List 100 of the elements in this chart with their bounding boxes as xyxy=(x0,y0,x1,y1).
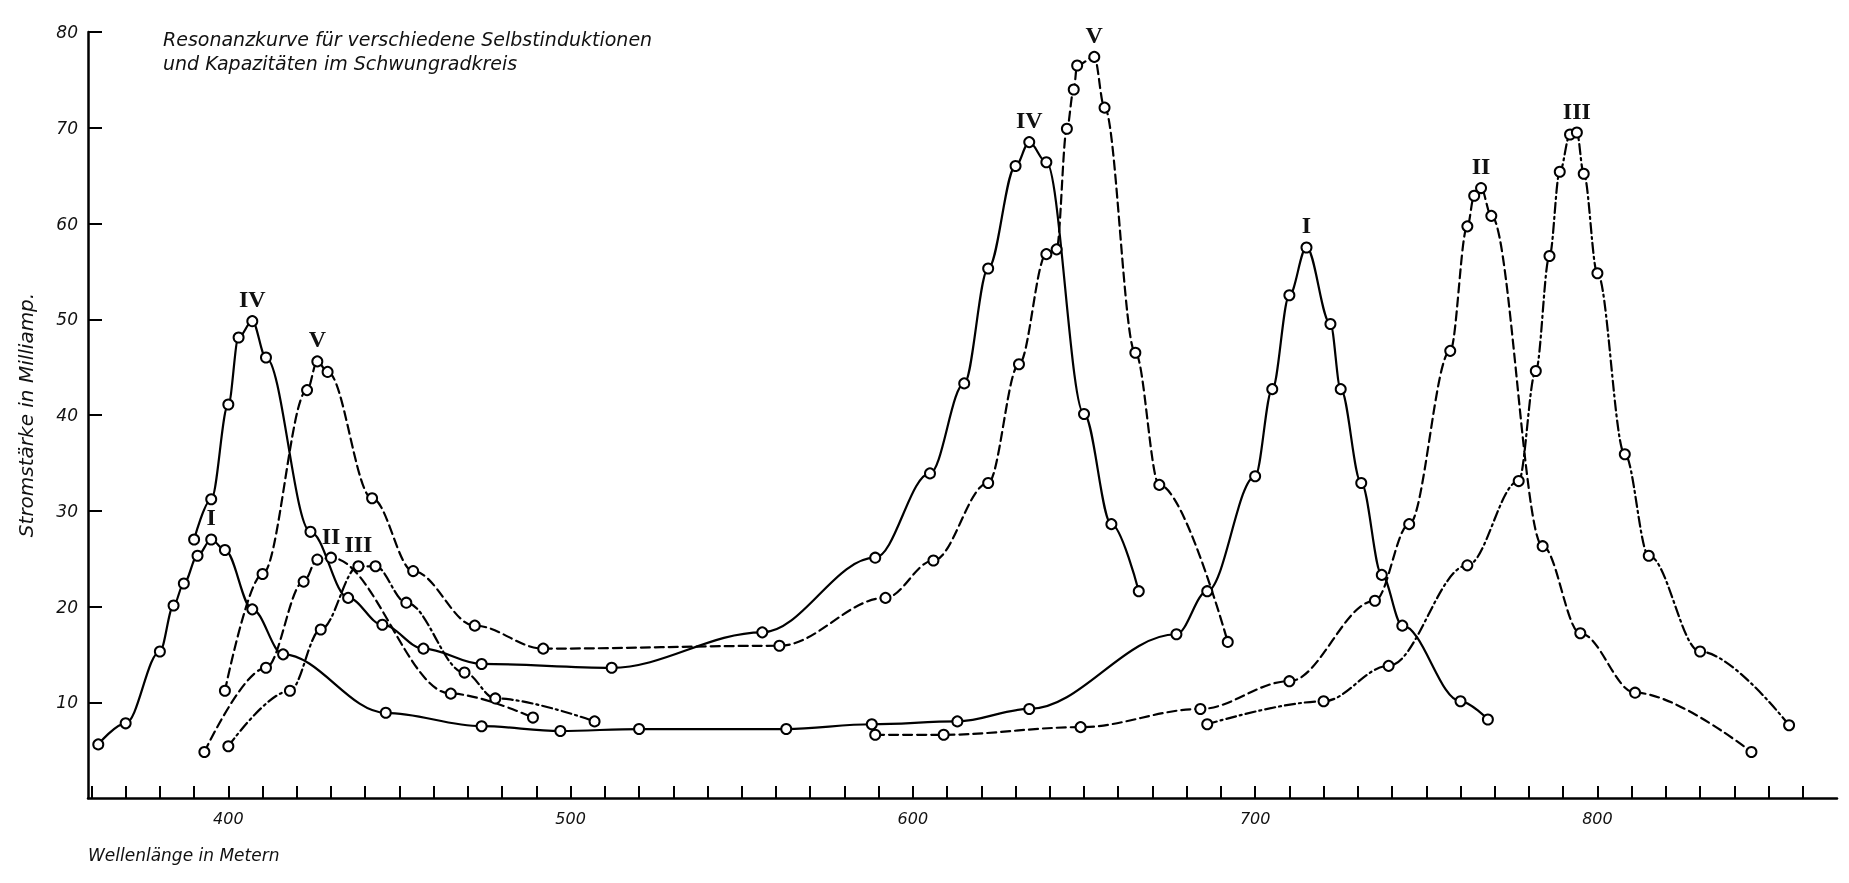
text: V xyxy=(308,326,326,353)
point xyxy=(259,351,272,364)
point xyxy=(325,551,338,564)
point xyxy=(92,738,105,751)
point xyxy=(205,533,218,546)
point xyxy=(1105,518,1118,531)
point xyxy=(1618,448,1631,461)
point xyxy=(1201,718,1214,731)
point xyxy=(277,648,290,661)
point xyxy=(222,398,235,411)
point xyxy=(1088,50,1101,63)
point xyxy=(468,619,481,632)
point xyxy=(951,715,964,728)
point xyxy=(1745,746,1758,759)
x-tick-label: 800 xyxy=(1582,808,1613,828)
point xyxy=(283,684,296,697)
point xyxy=(1040,248,1053,261)
point xyxy=(1574,627,1587,640)
point xyxy=(256,567,269,580)
point xyxy=(342,591,355,604)
point xyxy=(1396,619,1409,632)
y-tick-label: 80 xyxy=(56,22,78,42)
point xyxy=(1060,122,1073,135)
point xyxy=(475,720,488,733)
point xyxy=(379,706,392,719)
x-tick-label: 600 xyxy=(897,808,929,828)
point xyxy=(489,692,502,705)
point xyxy=(167,599,180,612)
point xyxy=(475,657,488,670)
point xyxy=(1481,713,1494,726)
point xyxy=(246,315,259,328)
point xyxy=(1283,289,1296,302)
point xyxy=(222,740,235,753)
point xyxy=(297,575,310,588)
point xyxy=(982,262,995,275)
point xyxy=(1475,182,1488,195)
point xyxy=(1529,364,1542,377)
point xyxy=(1468,189,1481,202)
point xyxy=(1694,645,1707,658)
y-tick-label: 40 xyxy=(56,405,78,425)
point xyxy=(588,715,601,728)
point xyxy=(869,728,882,741)
point xyxy=(1375,568,1388,581)
point xyxy=(444,687,457,700)
point xyxy=(605,661,618,674)
point xyxy=(198,746,211,759)
point xyxy=(1461,559,1474,572)
point xyxy=(879,591,892,604)
point xyxy=(1050,243,1063,256)
text: I xyxy=(206,504,216,531)
point xyxy=(1266,383,1279,396)
series-label: II xyxy=(321,522,341,549)
point xyxy=(1300,241,1313,254)
point xyxy=(958,377,971,390)
point xyxy=(407,565,420,578)
point xyxy=(311,355,324,368)
point xyxy=(537,642,550,655)
y-tick-label: 10 xyxy=(56,692,78,713)
point xyxy=(526,711,539,724)
point xyxy=(314,623,327,636)
point xyxy=(188,533,201,546)
series-label: V xyxy=(1085,21,1104,48)
point xyxy=(205,493,218,506)
point xyxy=(400,596,413,609)
point xyxy=(1629,686,1642,699)
point xyxy=(417,642,430,655)
point xyxy=(865,718,878,731)
point xyxy=(633,723,646,736)
point xyxy=(1009,160,1022,173)
point xyxy=(1591,267,1604,280)
point xyxy=(352,560,365,573)
point xyxy=(869,551,882,564)
x-tick-label: 500 xyxy=(555,808,586,828)
point xyxy=(1553,165,1566,178)
series-label: IV xyxy=(1015,107,1044,134)
point xyxy=(1783,719,1796,732)
point xyxy=(1023,136,1036,149)
point xyxy=(1078,408,1091,421)
y-axis-title: Stromstärke in Milliamp. xyxy=(14,292,38,538)
point xyxy=(119,717,132,730)
point xyxy=(927,554,940,567)
point xyxy=(1454,695,1467,708)
y-tick-label: 70 xyxy=(56,117,78,138)
point xyxy=(1577,167,1590,180)
point xyxy=(232,331,245,344)
point xyxy=(1040,156,1053,169)
x-tick-label: 400 xyxy=(213,808,244,828)
point xyxy=(191,549,204,562)
point xyxy=(1485,209,1498,222)
point xyxy=(1012,358,1025,371)
point xyxy=(756,626,769,639)
text: IV xyxy=(238,286,266,313)
point xyxy=(321,365,334,378)
point xyxy=(153,645,166,658)
point xyxy=(311,553,324,566)
point xyxy=(1071,59,1084,72)
point xyxy=(1074,721,1087,734)
point xyxy=(366,492,379,505)
y-tick-label: 30 xyxy=(56,500,78,521)
point xyxy=(1543,250,1556,263)
